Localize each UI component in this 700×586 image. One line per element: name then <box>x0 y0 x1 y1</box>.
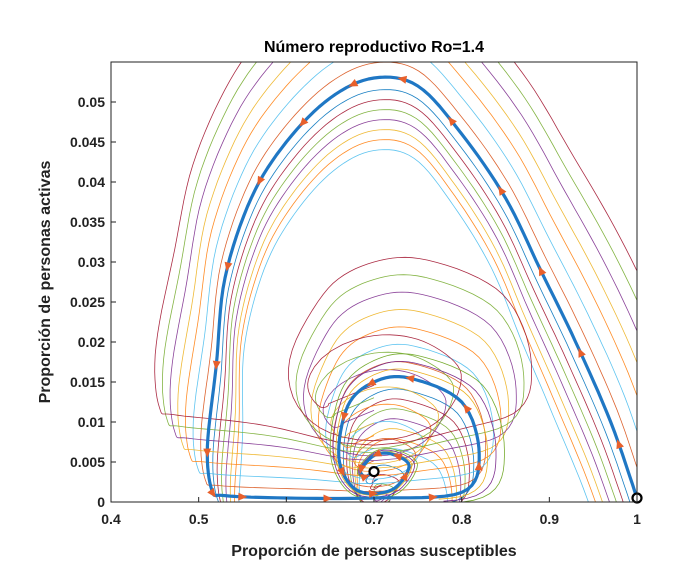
equilibrium-point <box>368 466 380 478</box>
direction-arrow <box>358 464 367 474</box>
direction-arrow <box>203 448 212 458</box>
x-tick-label: 0.9 <box>540 511 560 527</box>
background-trajectory <box>169 62 637 462</box>
direction-arrow <box>578 347 586 358</box>
y-axis-ticks: 0 0.005 0.01 0.015 0.02 0.025 0.03 0.035 0.04 0.0… <box>70 94 116 510</box>
background-trajectory <box>329 353 505 502</box>
background-trajectory <box>185 62 637 477</box>
direction-arrow <box>463 404 473 414</box>
background-trajectory <box>332 361 497 502</box>
direction-arrow <box>428 493 438 502</box>
y-tick-label: 0.02 <box>78 334 105 350</box>
y-tick-label: 0.045 <box>70 134 105 150</box>
direction-arrow <box>372 448 383 457</box>
direction-arrow <box>323 494 333 502</box>
x-tick-label: 0.6 <box>277 511 297 527</box>
x-tick-label: 0.4 <box>101 511 121 527</box>
x-tick-label: 0.8 <box>452 511 472 527</box>
y-tick-label: 0.05 <box>78 94 105 110</box>
direction-arrow <box>368 489 378 498</box>
direction-arrow <box>474 461 483 471</box>
background-trajectories <box>154 62 637 502</box>
x-axis-ticks: 0.4 0.5 0.6 0.7 0.8 0.9 1 <box>101 497 641 527</box>
direction-arrow <box>498 186 507 196</box>
y-tick-label: 0.005 <box>70 454 105 470</box>
background-trajectory <box>229 129 603 502</box>
direction-arrow <box>392 453 403 462</box>
direction-arrow <box>212 360 221 370</box>
y-tick-label: 0.01 <box>78 414 105 430</box>
direction-arrow <box>224 261 233 272</box>
direction-arrow <box>538 266 547 277</box>
x-axis-label: Proporción de personas susceptibles <box>231 543 517 560</box>
direction-arrow <box>238 492 248 501</box>
background-trajectory <box>161 62 637 454</box>
direction-arrow <box>207 487 216 498</box>
y-tick-label: 0 <box>97 494 105 510</box>
background-trajectory <box>238 149 589 502</box>
x-tick-label: 0.7 <box>364 511 384 527</box>
chart-title: Número reproductivo Ro=1.4 <box>264 39 484 56</box>
y-tick-label: 0.04 <box>78 174 105 190</box>
x-tick-label: 1 <box>633 511 641 527</box>
direction-arrow <box>348 78 359 87</box>
direction-arrow <box>448 116 457 127</box>
y-tick-label: 0.025 <box>70 294 105 310</box>
direction-arrow <box>337 466 345 477</box>
direction-arrow <box>360 474 370 482</box>
direction-arrow <box>366 377 377 386</box>
y-tick-label: 0.015 <box>70 374 105 390</box>
y-tick-label: 0.035 <box>70 214 105 230</box>
background-trajectory <box>234 139 596 502</box>
direction-arrow <box>616 439 624 450</box>
direction-arrow <box>299 117 309 127</box>
direction-arrow <box>405 374 415 383</box>
direction-arrow <box>399 471 408 482</box>
direction-arrows <box>203 75 624 502</box>
direction-arrow <box>257 175 266 186</box>
x-tick-label: 0.5 <box>189 511 209 527</box>
direction-arrow <box>397 75 408 84</box>
y-axis-label: Proporción de personas activas <box>37 161 54 404</box>
background-trajectory <box>154 62 637 446</box>
y-tick-label: 0.03 <box>78 254 105 270</box>
direction-arrow <box>341 411 349 422</box>
background-trajectory <box>192 62 637 485</box>
background-trajectory <box>225 119 610 502</box>
